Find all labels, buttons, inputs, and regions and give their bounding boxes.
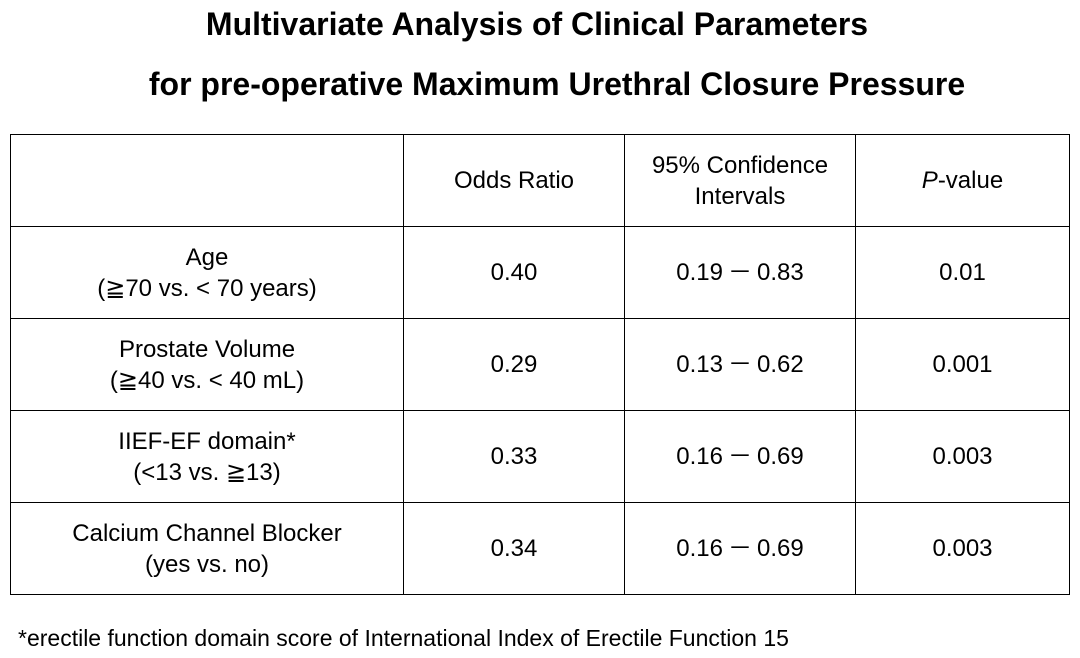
parameter-cell: Calcium Channel Blocker (yes vs. no)	[10, 502, 404, 595]
ci-high: 0.62	[757, 351, 804, 378]
header-row: Odds Ratio 95% Confidence Intervals P-va…	[10, 134, 1070, 227]
footnote: *erectile function domain score of Inter…	[18, 625, 789, 651]
parameter-cell: Age (≧70 vs. < 70 years)	[10, 226, 404, 319]
parameter-cell: IIEF-EF domain* (<13 vs. ≧13)	[10, 410, 404, 503]
table-row: IIEF-EF domain* (<13 vs. ≧13) 0.33 0.16 －…	[10, 410, 1070, 503]
ci-separator: －	[728, 535, 752, 562]
ci-high: 0.69	[757, 443, 804, 470]
ci-separator: －	[728, 443, 752, 470]
confidence-interval-cell: 0.19 － 0.83	[624, 226, 856, 319]
ci-low: 0.13	[676, 351, 723, 378]
parameter-detail: (<13 vs. ≧13)	[133, 458, 281, 486]
p-value-cell: 0.001	[855, 318, 1070, 411]
odds-ratio-cell: 0.34	[403, 502, 625, 595]
parameter-detail: (yes vs. no)	[144, 550, 270, 578]
odds-ratio-cell: 0.40	[403, 226, 625, 319]
ci-low: 0.19	[676, 259, 723, 286]
ci-low: 0.16	[676, 443, 723, 470]
p-value-cell: 0.003	[855, 410, 1070, 503]
results-table: Odds Ratio 95% Confidence Intervals P-va…	[10, 134, 1070, 595]
header-ci-line1: 95% Confidence	[651, 151, 829, 179]
table-row: Calcium Channel Blocker (yes vs. no) 0.3…	[10, 502, 1070, 595]
parameter-name: Calcium Channel Blocker	[72, 519, 342, 547]
page-title: Multivariate Analysis of Clinical Parame…	[205, 6, 869, 42]
table-row: Age (≧70 vs. < 70 years) 0.40 0.19 － 0.83 …	[10, 226, 1070, 319]
page-subtitle: for pre-operative Maximum Urethral Closu…	[148, 66, 966, 102]
parameter-name: Age	[185, 243, 229, 271]
header-blank-cell	[10, 134, 404, 227]
p-value-cell: 0.003	[855, 502, 1070, 595]
odds-ratio-cell: 0.33	[403, 410, 625, 503]
ci-separator: －	[728, 351, 752, 378]
header-ci-line2: Intervals	[694, 182, 786, 210]
header-p-italic: P	[921, 167, 938, 194]
parameter-detail: (≧70 vs. < 70 years)	[97, 274, 317, 302]
header-confidence-intervals: 95% Confidence Intervals	[624, 134, 856, 227]
confidence-interval-cell: 0.16 － 0.69	[624, 410, 856, 503]
ci-separator: －	[728, 259, 752, 286]
header-odds-ratio: Odds Ratio	[403, 134, 625, 227]
ci-low: 0.16	[676, 535, 723, 562]
parameter-cell: Prostate Volume (≧40 vs. < 40 mL)	[10, 318, 404, 411]
parameter-name: Prostate Volume	[118, 335, 296, 363]
header-p-value: P-value	[855, 134, 1070, 227]
ci-high: 0.69	[757, 535, 804, 562]
header-p-rest: -value	[937, 167, 1004, 194]
confidence-interval-cell: 0.16 － 0.69	[624, 502, 856, 595]
parameter-name: IIEF-EF domain*	[118, 427, 296, 455]
table-row: Prostate Volume (≧40 vs. < 40 mL) 0.29 0…	[10, 318, 1070, 411]
p-value-cell: 0.01	[855, 226, 1070, 319]
ci-high: 0.83	[757, 259, 804, 286]
confidence-interval-cell: 0.13 － 0.62	[624, 318, 856, 411]
odds-ratio-cell: 0.29	[403, 318, 625, 411]
parameter-detail: (≧40 vs. < 40 mL)	[109, 366, 305, 394]
